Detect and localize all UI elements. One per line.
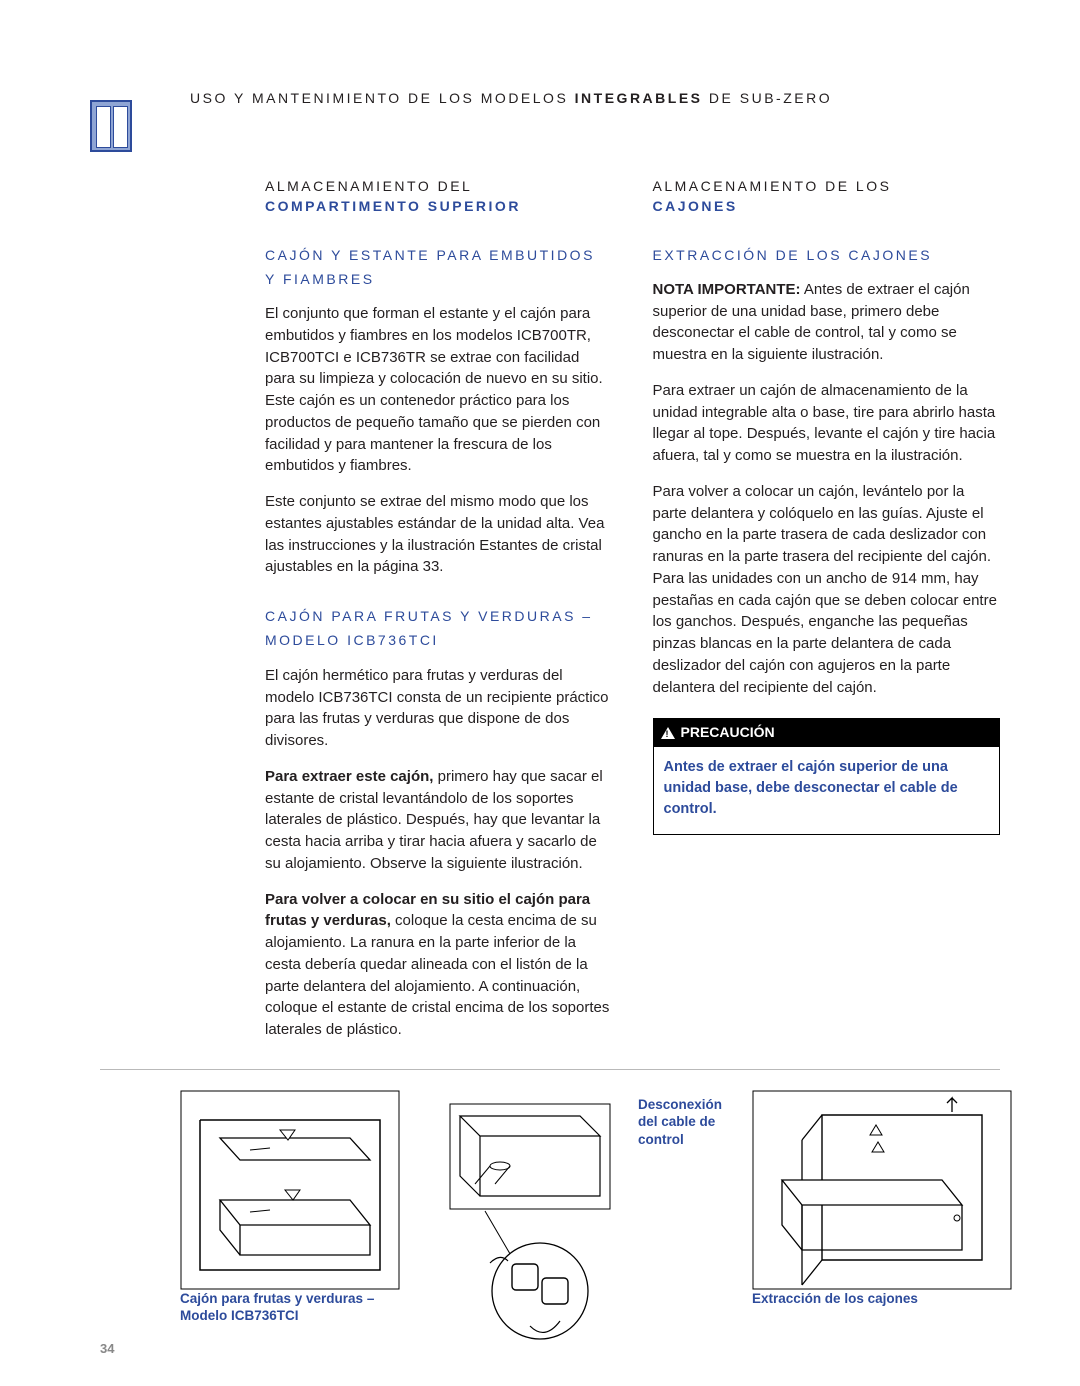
left-h1-line1: ALMACENAMIENTO DEL: [265, 176, 613, 196]
brand-icon: [90, 100, 132, 152]
right-h1-line2: CAJONES: [653, 196, 1001, 216]
figure-2: Desconexión del cable de control: [430, 1090, 722, 1346]
figures-row: Cajón para frutas y verduras – Modelo IC…: [180, 1090, 1000, 1346]
fig1-caption-line2: Modelo ICB736TCI: [180, 1307, 400, 1325]
caution-text: Antes de extraer el cajón superior de un…: [653, 747, 1001, 835]
left-sub2-line1: CAJÓN PARA FRUTAS Y VERDURAS –: [265, 606, 613, 626]
right-p1-lead: NOTA IMPORTANTE:: [653, 281, 801, 298]
header-post: DE SUB-ZERO: [703, 90, 833, 106]
right-p3: Para volver a colocar un cajón, levántel…: [653, 481, 1001, 699]
fig3-caption: Extracción de los cajones: [752, 1290, 1012, 1308]
page-number: 34: [100, 1341, 114, 1356]
figure-3: Extracción de los cajones: [752, 1090, 1012, 1308]
left-p3: El cajón hermético para frutas y verdura…: [265, 665, 613, 752]
left-p4: Para extraer este cajón, primero hay que…: [265, 766, 613, 875]
left-p2: Este conjunto se extrae del mismo modo q…: [265, 491, 613, 578]
left-p5: Para volver a colocar en su sitio el caj…: [265, 889, 613, 1041]
caution-label: PRECAUCIÓN: [681, 722, 775, 742]
warning-icon: [661, 727, 675, 739]
fig2-caption-line1: Desconexión: [638, 1096, 722, 1114]
right-p2: Para extraer un cajón de almacenamiento …: [653, 380, 1001, 467]
left-h1-line2: COMPARTIMENTO SUPERIOR: [265, 196, 613, 216]
page-header: USO Y MANTENIMIENTO DE LOS MODELOS INTEG…: [190, 90, 1000, 106]
figures-divider: [100, 1069, 1000, 1070]
left-p4-lead: Para extraer este cajón,: [265, 768, 433, 785]
right-p1: NOTA IMPORTANTE: Antes de extraer el caj…: [653, 279, 1001, 366]
left-sub2-line2: MODELO ICB736TCI: [265, 630, 613, 650]
header-bold: INTEGRABLES: [575, 90, 703, 106]
cable-disconnect-illustration: [430, 1096, 630, 1346]
right-column: ALMACENAMIENTO DE LOS CAJONES EXTRACCIÓN…: [653, 176, 1001, 1041]
right-sub1: EXTRACCIÓN DE LOS CAJONES: [653, 245, 1001, 265]
left-p1: El conjunto que forman el estante y el c…: [265, 303, 613, 477]
crisper-drawer-illustration: [180, 1090, 400, 1290]
header-pre: USO Y MANTENIMIENTO DE LOS MODELOS: [190, 90, 575, 106]
left-sub1-line1: CAJÓN Y ESTANTE PARA EMBUTIDOS: [265, 245, 613, 265]
left-sub1-line2: Y FIAMBRES: [265, 269, 613, 289]
caution-header: PRECAUCIÓN: [653, 718, 1001, 746]
figure-1: Cajón para frutas y verduras – Modelo IC…: [180, 1090, 400, 1325]
fig2-caption-line2: del cable de: [638, 1113, 722, 1131]
fig1-caption-line1: Cajón para frutas y verduras –: [180, 1290, 400, 1308]
left-column: ALMACENAMIENTO DEL COMPARTIMENTO SUPERIO…: [265, 176, 613, 1041]
drawer-removal-illustration: [752, 1090, 1012, 1290]
left-p5-rest: coloque la cesta encima de su alojamient…: [265, 912, 609, 1038]
fig2-caption-line3: control: [638, 1131, 722, 1149]
right-h1-line1: ALMACENAMIENTO DE LOS: [653, 176, 1001, 196]
